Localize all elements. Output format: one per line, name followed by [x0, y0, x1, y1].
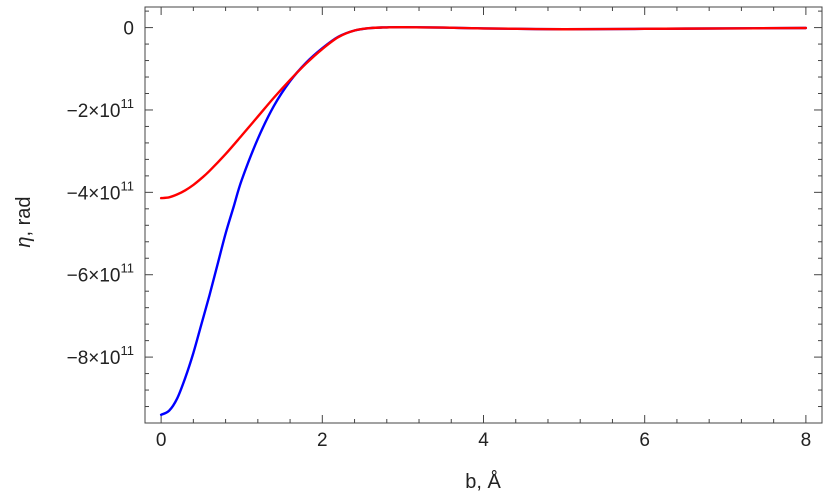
y-tick-label: 0 — [123, 19, 134, 40]
x-tick-label: 8 — [801, 430, 812, 451]
x-tick-label: 2 — [317, 430, 328, 451]
y-tick-base: ×10 — [88, 348, 120, 369]
x-tick-labels: 0 2 4 6 8 — [156, 430, 811, 451]
y-tick-mantissa: −4 — [67, 183, 89, 204]
y-tick-base: ×10 — [88, 266, 120, 287]
x-axis-label: b, Å — [465, 470, 501, 493]
y-axis-label-symbol: η — [13, 236, 35, 247]
series-lines — [161, 27, 806, 415]
y-tick-base: ×10 — [88, 101, 120, 122]
y-tick-label: −8×1011 — [67, 343, 134, 369]
x-tick-label: 0 — [156, 430, 167, 451]
y-tick-exponent: 11 — [121, 96, 135, 111]
plot-frame — [145, 7, 822, 423]
y-tick-label: −4×1011 — [67, 178, 134, 204]
x-tick-label: 6 — [639, 430, 650, 451]
y-tick-label: −6×1011 — [67, 261, 134, 287]
y-tick-exponent: 11 — [121, 261, 135, 276]
series-line-1 — [161, 27, 806, 415]
y-axis-label-unit: , rad — [13, 196, 35, 236]
y-tick-labels: 0−2×1011−4×1011−6×1011−8×1011 — [67, 19, 134, 370]
y-tick-mantissa: −6 — [67, 266, 89, 287]
y-tick-exponent: 11 — [121, 178, 135, 193]
y-tick-base: ×10 — [88, 183, 120, 204]
y-axis-label: η, rad — [13, 196, 35, 247]
y-tick-mantissa: −2 — [67, 101, 89, 122]
x-tick-label: 4 — [478, 430, 489, 451]
y-tick-label: −2×1011 — [67, 96, 134, 122]
y-tick-mantissa: −8 — [67, 348, 89, 369]
axis-ticks — [145, 7, 822, 423]
y-tick-exponent: 11 — [121, 343, 135, 358]
series-line-2 — [161, 27, 806, 198]
